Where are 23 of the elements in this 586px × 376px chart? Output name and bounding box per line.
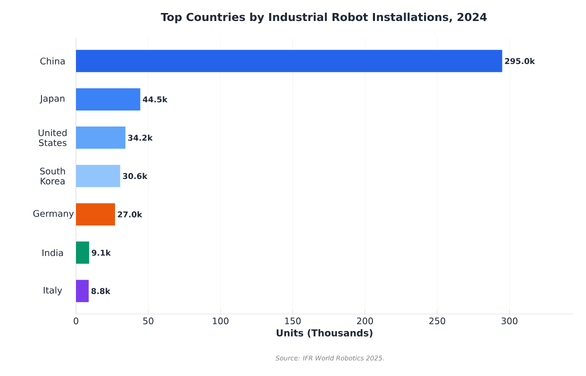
x-tick-label: 200: [357, 318, 373, 324]
bar: [76, 280, 89, 302]
bar: [76, 88, 140, 110]
y-tick-label: Italy: [44, 286, 62, 296]
bar: [76, 203, 116, 226]
bar: [76, 242, 90, 264]
y-tick-label: India: [42, 249, 63, 256]
x-tick-label: 100: [212, 318, 228, 324]
y-tick-label: Japan: [40, 95, 64, 104]
x-tick-label: 150: [285, 318, 301, 324]
x-axis-title: Units (Thousands): [276, 329, 372, 338]
bar: [76, 164, 120, 188]
x-tick-label: 250: [429, 318, 446, 324]
y-tick-label: China: [40, 58, 65, 64]
y-tick-label: United States: [38, 129, 67, 146]
x-tick-label: 300: [502, 318, 518, 324]
x-tick-label: 50: [143, 318, 154, 324]
y-tick-label: South Korea: [40, 168, 65, 184]
y-tick-label: Germany: [33, 210, 74, 219]
x-tick-label: 0: [74, 318, 78, 324]
bar: [76, 50, 502, 72]
bar: [76, 126, 126, 149]
chart-title: Top Countries by Industrial Robot Installations, 2024: [160, 12, 487, 24]
